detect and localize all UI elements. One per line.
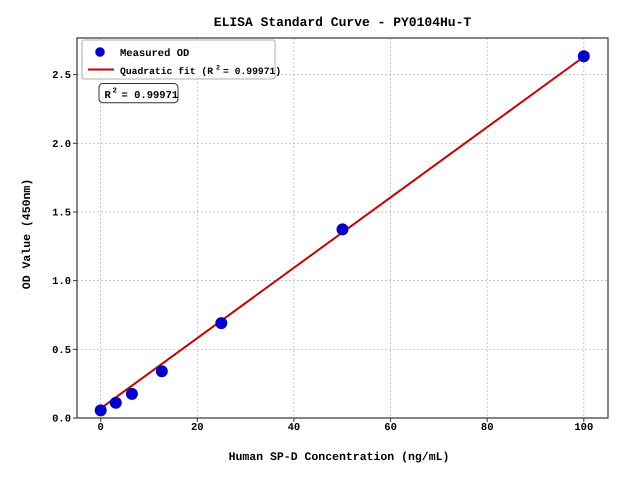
svg-text:2: 2 [216,65,220,73]
svg-text:40: 40 [288,422,301,434]
svg-text:60: 60 [384,422,397,434]
svg-text:80: 80 [481,422,494,434]
svg-text:1.0: 1.0 [52,276,71,288]
svg-text:= 0.99971: = 0.99971 [122,90,179,102]
svg-text:20: 20 [191,422,204,434]
svg-text:Measured OD: Measured OD [120,48,189,60]
svg-text:R: R [105,90,112,102]
svg-text:Quadratic fit (R: Quadratic fit (R [120,66,213,77]
svg-text:0.0: 0.0 [52,414,71,426]
svg-text:1.5: 1.5 [52,208,71,220]
svg-text:Human SP-D Concentration (ng/m: Human SP-D Concentration (ng/mL) [229,451,450,464]
svg-text:0: 0 [98,422,104,434]
svg-text:2.5: 2.5 [52,70,71,82]
svg-text:100: 100 [574,422,593,434]
svg-text:0.5: 0.5 [52,345,71,357]
svg-text:OD Value (450nm): OD Value (450nm) [21,179,34,289]
svg-text:ELISA Standard Curve - PY0104H: ELISA Standard Curve - PY0104Hu-T [214,15,472,30]
svg-text:2: 2 [113,87,118,96]
svg-text:2.0: 2.0 [52,139,71,151]
svg-text:= 0.99971): = 0.99971) [223,66,281,77]
